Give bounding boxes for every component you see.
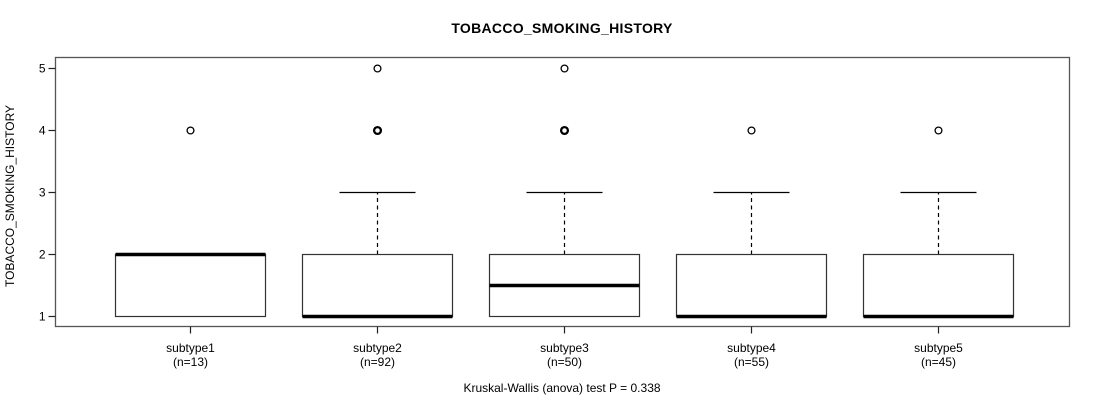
outlier-point	[560, 64, 569, 73]
x-tick-count-label: (n=45)	[921, 355, 956, 369]
x-tick-count-label: (n=55)	[734, 355, 769, 369]
chart-title: TOBACCO_SMOKING_HISTORY	[451, 20, 673, 36]
x-tick-label: subtype2	[353, 341, 402, 355]
x-tick-count-label: (n=92)	[360, 355, 395, 369]
plot-area: 1 2 3 4 5 subtype1(n=13) subtype2(n=92) subtype…	[39, 56, 1071, 369]
stat-test-footnote: Kruskal-Wallis (anova) test P = 0.338	[463, 381, 660, 395]
outlier-point	[186, 126, 195, 135]
x-tick-label: subtype4	[727, 341, 776, 355]
iqr-box	[301, 253, 454, 318]
iqr-box	[675, 253, 828, 318]
x-tick-count-label: (n=50)	[547, 355, 582, 369]
outlier-point	[372, 125, 383, 136]
y-tick-label: 5	[39, 62, 46, 76]
x-tick-count-label: (n=13)	[173, 355, 208, 369]
y-tick-label: 4	[39, 124, 46, 138]
x-tick-label: subtype3	[540, 341, 589, 355]
outlier-point	[559, 125, 570, 136]
y-tick-label: 3	[39, 186, 46, 200]
outlier-point	[373, 64, 382, 73]
x-tick-label: subtype1	[166, 341, 215, 355]
y-tick-label: 1	[39, 310, 46, 324]
y-axis-label: TOBACCO_SMOKING_HISTORY	[3, 105, 17, 287]
outlier-point	[747, 126, 756, 135]
y-tick-label: 2	[39, 248, 46, 262]
iqr-box	[114, 253, 267, 318]
x-tick-label: subtype5	[914, 341, 963, 355]
iqr-box	[862, 253, 1015, 318]
outlier-point	[934, 126, 943, 135]
